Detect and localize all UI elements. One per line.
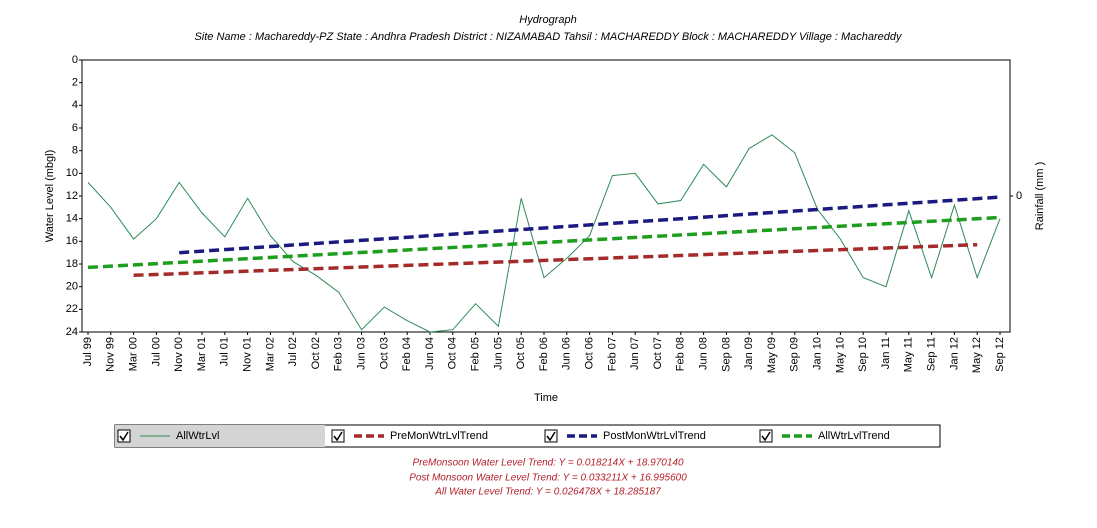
x-tick-label: Feb 04 <box>401 337 413 371</box>
x-tick-label: Sep 08 <box>720 337 732 372</box>
x-tick-label: May 09 <box>766 337 778 373</box>
legend-checkbox <box>544 429 558 443</box>
x-tick-label: May 12 <box>971 337 983 373</box>
y2-tick-label: 0 <box>1016 190 1022 202</box>
annotation: All Water Level Trend: Y = 0.026478X + 1… <box>434 487 661 498</box>
y-tick-label: 4 <box>72 99 78 111</box>
annotation: PreMonsoon Water Level Trend: Y = 0.0182… <box>412 458 684 469</box>
x-axis-label: Time <box>534 392 558 404</box>
x-tick-label: Jul 99 <box>82 337 94 366</box>
chart-title: Hydrograph <box>519 14 576 26</box>
x-tick-label: Jun 07 <box>629 337 641 370</box>
legend-check <box>761 431 771 442</box>
series-line <box>133 242 978 278</box>
plot-frame <box>81 59 1011 333</box>
legend-label: AllWtrLvlTrend <box>818 430 890 442</box>
y-tick-label: 6 <box>72 122 78 134</box>
x-tick-label: Nov 00 <box>173 337 185 372</box>
y-tick-label: 18 <box>66 258 78 270</box>
x-tick-label: Jun 08 <box>698 337 710 370</box>
y-tick-label: 20 <box>66 281 78 293</box>
x-tick-label: Jan 10 <box>812 337 824 370</box>
y-tick-label: 22 <box>66 303 78 315</box>
x-tick-label: Oct 03 <box>378 337 390 369</box>
chart-subtitle: Site Name : Machareddy-PZ State : Andhra… <box>194 31 903 43</box>
y-tick-label: 12 <box>66 190 78 202</box>
x-tick-label: Oct 07 <box>652 337 664 369</box>
x-tick-label: Oct 04 <box>447 337 459 369</box>
y-tick-label: 2 <box>72 77 78 89</box>
x-tick-label: Oct 02 <box>310 337 322 369</box>
x-tick-label: Jun 03 <box>356 337 368 370</box>
legend-check <box>546 431 556 442</box>
series-line <box>87 134 1001 333</box>
x-tick-label: Sep 10 <box>857 337 869 372</box>
legend-highlight <box>115 425 325 447</box>
x-tick-label: Mar 01 <box>196 337 208 371</box>
x-tick-label: Sep 12 <box>994 337 1006 372</box>
legend-checkbox <box>117 429 131 443</box>
legend-check <box>333 431 343 442</box>
x-tick-label: Sep 09 <box>789 337 801 372</box>
x-tick-label: Jan 12 <box>948 337 960 370</box>
y2-axis-label: Rainfall (mm ) <box>1034 162 1046 230</box>
annotation: Post Monsoon Water Level Trend: Y = 0.03… <box>409 473 687 484</box>
y-axis-label: Water Level (mbgl) <box>44 150 56 243</box>
series-line <box>179 195 1001 255</box>
x-tick-label: Jul 01 <box>219 337 231 366</box>
x-tick-label: Jul 02 <box>287 337 299 366</box>
x-tick-label: Mar 02 <box>264 337 276 371</box>
x-tick-label: Feb 08 <box>675 337 687 371</box>
x-tick-label: May 11 <box>903 337 915 372</box>
x-tick-label: Feb 05 <box>470 337 482 371</box>
y-tick-label: 10 <box>66 167 78 179</box>
x-tick-label: May 10 <box>834 337 846 373</box>
x-tick-label: Jul 00 <box>150 337 162 366</box>
x-tick-label: Feb 07 <box>606 337 618 371</box>
legend-label: PostMonWtrLvlTrend <box>603 430 706 442</box>
x-tick-label: Feb 03 <box>333 337 345 371</box>
legend-check <box>119 431 129 442</box>
series-line <box>87 215 1001 270</box>
x-tick-label: Nov 01 <box>242 337 254 372</box>
y-tick-label: 16 <box>66 235 78 247</box>
legend-label: AllWtrLvl <box>176 430 219 442</box>
x-tick-label: Nov 99 <box>105 337 117 372</box>
y-tick-label: 8 <box>72 145 78 157</box>
y-tick-label: 14 <box>66 213 78 225</box>
x-tick-label: Jun 06 <box>561 337 573 370</box>
legend-checkbox <box>331 429 345 443</box>
x-tick-label: Mar 00 <box>128 337 140 371</box>
x-tick-label: Oct 05 <box>515 337 527 369</box>
x-tick-label: Jan 09 <box>743 337 755 370</box>
legend-checkbox <box>759 429 773 443</box>
x-tick-label: Jun 05 <box>492 337 504 370</box>
y-tick-label: 24 <box>66 326 78 338</box>
x-tick-label: Oct 06 <box>584 337 596 369</box>
x-tick-label: Jun 04 <box>424 337 436 370</box>
x-tick-label: Feb 06 <box>538 337 550 371</box>
y-tick-label: 0 <box>72 54 78 66</box>
x-tick-label: Sep 11 <box>926 337 938 371</box>
x-tick-label: Jan 11 <box>880 337 892 369</box>
legend-label: PreMonWtrLvlTrend <box>390 430 488 442</box>
